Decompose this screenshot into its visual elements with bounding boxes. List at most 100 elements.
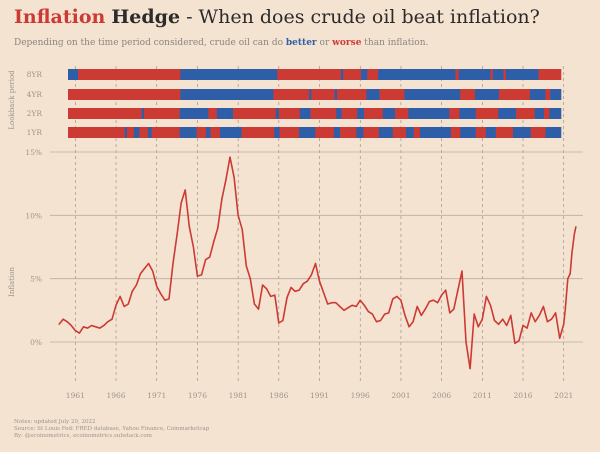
inflation-point xyxy=(428,300,431,303)
heatmap-row-label: 2YR xyxy=(27,109,43,118)
heatmap-cell-better xyxy=(361,69,368,80)
inflation-point xyxy=(477,326,479,328)
inflation-point xyxy=(445,289,447,291)
heatmap-cell-worse xyxy=(340,127,357,138)
heatmap-cell-better xyxy=(498,108,517,119)
inflation-point xyxy=(274,294,276,296)
heatmap-cell-worse xyxy=(516,108,535,119)
heatmap-cell-better xyxy=(356,127,364,138)
heatmap-cell-worse xyxy=(413,127,421,138)
line-ylabel: Inflation xyxy=(8,267,16,297)
heatmap-cell-better xyxy=(299,108,304,119)
heatmap-cell-worse xyxy=(336,89,367,100)
heatmap-cell-better xyxy=(485,127,497,138)
inflation-point xyxy=(498,323,500,325)
inflation-point xyxy=(302,283,304,285)
inflation-point xyxy=(420,314,422,316)
inflation-point xyxy=(160,293,162,295)
title-rest: - When does crude oil beat inflation? xyxy=(180,6,540,28)
inflation-point xyxy=(465,341,467,343)
heatmap-cell-worse xyxy=(543,108,550,119)
inflation-point xyxy=(514,342,516,344)
inflation-point xyxy=(111,318,113,320)
heatmap-cell-better xyxy=(147,127,153,138)
heatmap-cell-worse xyxy=(395,108,409,119)
inflation-point xyxy=(554,312,557,314)
heatmap-cell-better xyxy=(545,127,562,138)
heatmap-cell-worse xyxy=(530,127,546,138)
title-inflation: Inflation xyxy=(14,6,106,28)
heatmap-cell-better xyxy=(68,69,79,80)
page-title: Inflation Hedge - When does crude oil be… xyxy=(14,6,594,28)
inflation-point xyxy=(172,262,174,265)
heatmap-cell-worse xyxy=(460,89,476,100)
inflation-point xyxy=(371,313,374,315)
inflation-point xyxy=(318,280,321,282)
heatmap-cell-better xyxy=(141,108,145,119)
subtitle: Depending on the time period considered,… xyxy=(14,38,594,48)
inflation-point xyxy=(184,189,186,191)
inflation-point xyxy=(131,290,133,292)
inflation-point xyxy=(310,274,312,276)
inflation-point xyxy=(78,332,81,334)
heatmap-cell-worse xyxy=(151,127,180,138)
inflation-point xyxy=(489,304,492,306)
heatmap-cell-better xyxy=(378,69,456,80)
y-tick-label: 15% xyxy=(25,148,42,157)
inflation-point xyxy=(298,289,300,291)
heatmap-cell-better xyxy=(460,127,477,138)
inflation-point xyxy=(343,309,345,311)
heatmap-cell-better xyxy=(124,127,128,138)
inflation-point xyxy=(107,321,109,323)
inflation-point xyxy=(449,312,451,314)
heatmap-cell-better xyxy=(179,127,197,138)
inflation-point xyxy=(188,226,190,228)
x-tick-label: 2001 xyxy=(391,391,410,400)
inflation-point xyxy=(249,278,251,280)
heatmap-cell-better xyxy=(309,89,312,100)
heatmap-cell-better xyxy=(404,89,461,100)
inflation-point xyxy=(355,305,357,308)
heatmap-cell-better xyxy=(180,89,274,100)
inflation-point xyxy=(331,302,333,304)
heatmap-cell-better xyxy=(458,69,491,80)
inflation-point xyxy=(347,307,349,309)
inflation-point xyxy=(396,295,398,297)
inflation-point xyxy=(384,313,386,315)
heatmap-cell-better xyxy=(275,108,280,119)
inflation-point xyxy=(156,285,158,287)
inflation-point xyxy=(245,265,247,267)
x-tick-label: 1971 xyxy=(147,391,166,400)
inflation-point xyxy=(168,298,170,300)
heatmap-cell-better xyxy=(405,127,415,138)
inflation-point xyxy=(335,302,337,304)
inflation-point xyxy=(412,321,414,323)
inflation-point xyxy=(221,198,223,200)
inflation-point xyxy=(432,299,435,301)
notes: Notes: updated July 20, 2022 Source: St … xyxy=(14,419,314,440)
subtitle-worse: worse xyxy=(332,38,362,48)
heatmap-row-4yr xyxy=(68,89,562,100)
inflation-point xyxy=(461,270,463,272)
inflation-point xyxy=(70,324,72,327)
heatmap-cell-worse xyxy=(503,69,507,80)
inflation-point xyxy=(567,278,569,280)
inflation-point xyxy=(278,322,280,324)
heatmap-cell-better xyxy=(408,108,450,119)
heatmap-cell-better xyxy=(216,108,225,119)
heatmap-cell-worse xyxy=(498,89,531,100)
inflation-point xyxy=(209,256,211,258)
heatmap-cell-better xyxy=(492,69,504,80)
heatmap-cell-worse xyxy=(208,108,218,119)
inflation-point xyxy=(204,259,207,261)
inflation-point xyxy=(436,302,439,304)
inflation-point xyxy=(351,304,353,306)
inflation-point xyxy=(485,295,487,297)
heatmap-cell-better xyxy=(382,108,396,119)
inflation-point xyxy=(314,262,317,265)
heatmap-cell-worse xyxy=(450,127,461,138)
inflation-point xyxy=(546,321,549,323)
inflation-point xyxy=(103,324,105,327)
note-author: By: @ecoinometrics, ecoinometrics.substa… xyxy=(14,433,152,439)
